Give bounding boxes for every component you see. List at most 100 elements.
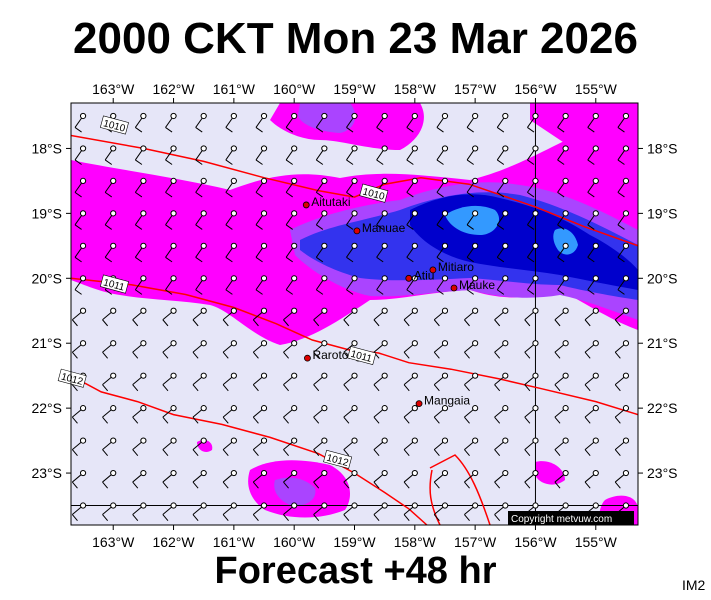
place-marker: Mangaia [415, 394, 470, 408]
wind-barb [496, 210, 509, 230]
wind-barb [466, 177, 479, 198]
wind-barb [285, 112, 298, 133]
wind-barb [406, 275, 418, 295]
wind-barb [614, 437, 630, 457]
wind-barb [433, 307, 449, 327]
town-dot [353, 227, 361, 235]
lon-tick-label-top: 162°W [152, 81, 195, 97]
wind-barb [71, 340, 87, 359]
wind-barb [102, 405, 117, 424]
town-dot [405, 274, 413, 282]
wind-barb [285, 145, 298, 165]
wind-barb [464, 307, 479, 327]
wind-barb [252, 372, 268, 392]
wind-barb [134, 112, 147, 133]
wind-barb [617, 177, 630, 198]
wind-barb [285, 242, 298, 263]
isobar-line [71, 375, 428, 525]
wind-barb [346, 210, 358, 230]
wind-barb [134, 275, 147, 295]
wind-barb [373, 405, 388, 424]
wind-barb [436, 145, 449, 165]
isobar-label: 1011 [347, 345, 377, 365]
wind-barb [162, 437, 177, 457]
wind-barb [617, 275, 630, 295]
wind-barb [313, 372, 328, 392]
wind-barb [557, 242, 569, 263]
wind-barb [343, 437, 358, 457]
wind-barb [403, 372, 418, 392]
wind-barb [346, 145, 358, 165]
wind-barb [195, 145, 207, 165]
wind-barb [584, 340, 599, 359]
wind-barb [584, 372, 599, 392]
wind-barb [255, 177, 268, 198]
wind-barb [192, 340, 207, 359]
place-name: Mangaia [424, 394, 470, 408]
wind-barb [524, 437, 539, 457]
place-marker: Mauke [450, 278, 495, 292]
wind-barb [524, 340, 539, 359]
place-name: Mitiaro [438, 260, 474, 274]
wind-barb [132, 469, 147, 489]
wind-barb [134, 145, 147, 165]
wind-barb [283, 437, 298, 457]
lon-tick-label-top: 159°W [333, 81, 376, 97]
lat-tick-label-right: 22°S [647, 400, 678, 416]
wind-barb [494, 405, 509, 424]
wind-barb [554, 437, 569, 457]
wind-barb [74, 242, 87, 263]
lon-tick-label-top: 160°W [273, 81, 316, 97]
lat-tick-label-left: 22°S [31, 400, 62, 416]
wind-barb [403, 469, 418, 489]
lat-tick-label-right: 20°S [647, 270, 678, 286]
wind-barb [195, 177, 207, 198]
wind-barb [165, 112, 177, 133]
wind-barb [436, 210, 449, 230]
wind-barb [102, 307, 117, 327]
wind-barb [104, 242, 117, 263]
wind-barb [283, 469, 298, 489]
lat-tick-label-right: 19°S [647, 205, 678, 221]
wind-barb [343, 405, 358, 424]
wind-barb [283, 340, 298, 359]
lon-tick-label-bottom: 163°W [92, 534, 135, 550]
wind-barb [134, 242, 147, 263]
wind-barb [225, 275, 237, 295]
wind-barb [587, 275, 599, 295]
wind-barb [496, 275, 509, 295]
wind-barb [162, 340, 177, 359]
wind-barb [255, 210, 268, 230]
wind-barb [554, 307, 569, 327]
wind-barb [464, 340, 479, 359]
wind-barb [557, 275, 569, 295]
wind-barb [554, 405, 569, 424]
wind-barb [464, 372, 479, 392]
wind-barb [74, 177, 87, 198]
wind-barb [165, 145, 177, 165]
rain-area [535, 461, 565, 485]
isobar-value: 1011 [349, 349, 373, 365]
wind-barb [373, 372, 388, 392]
lon-tick-label-bottom: 157°W [454, 534, 497, 550]
lon-tick-label-bottom: 159°W [333, 534, 376, 550]
lat-tick-label-left: 21°S [31, 335, 62, 351]
lat-tick-label-left: 18°S [31, 140, 62, 156]
wind-barb [315, 112, 328, 133]
wind-barb [225, 177, 237, 198]
lat-tick-label-left: 23°S [31, 465, 62, 481]
wind-barb [494, 469, 509, 489]
wind-barb [466, 112, 479, 133]
wind-barb [192, 502, 207, 521]
wind-barb [74, 275, 87, 295]
wind-barb [132, 502, 147, 521]
wind-barb [192, 405, 207, 424]
wind-barb [283, 502, 298, 521]
wind-barb [102, 372, 117, 392]
wind-barb [403, 340, 418, 359]
wind-barb [222, 437, 237, 457]
wind-barb [436, 242, 449, 263]
lat-tick-label-left: 20°S [31, 270, 62, 286]
wind-barb [464, 405, 479, 424]
wind-barb [134, 210, 147, 230]
